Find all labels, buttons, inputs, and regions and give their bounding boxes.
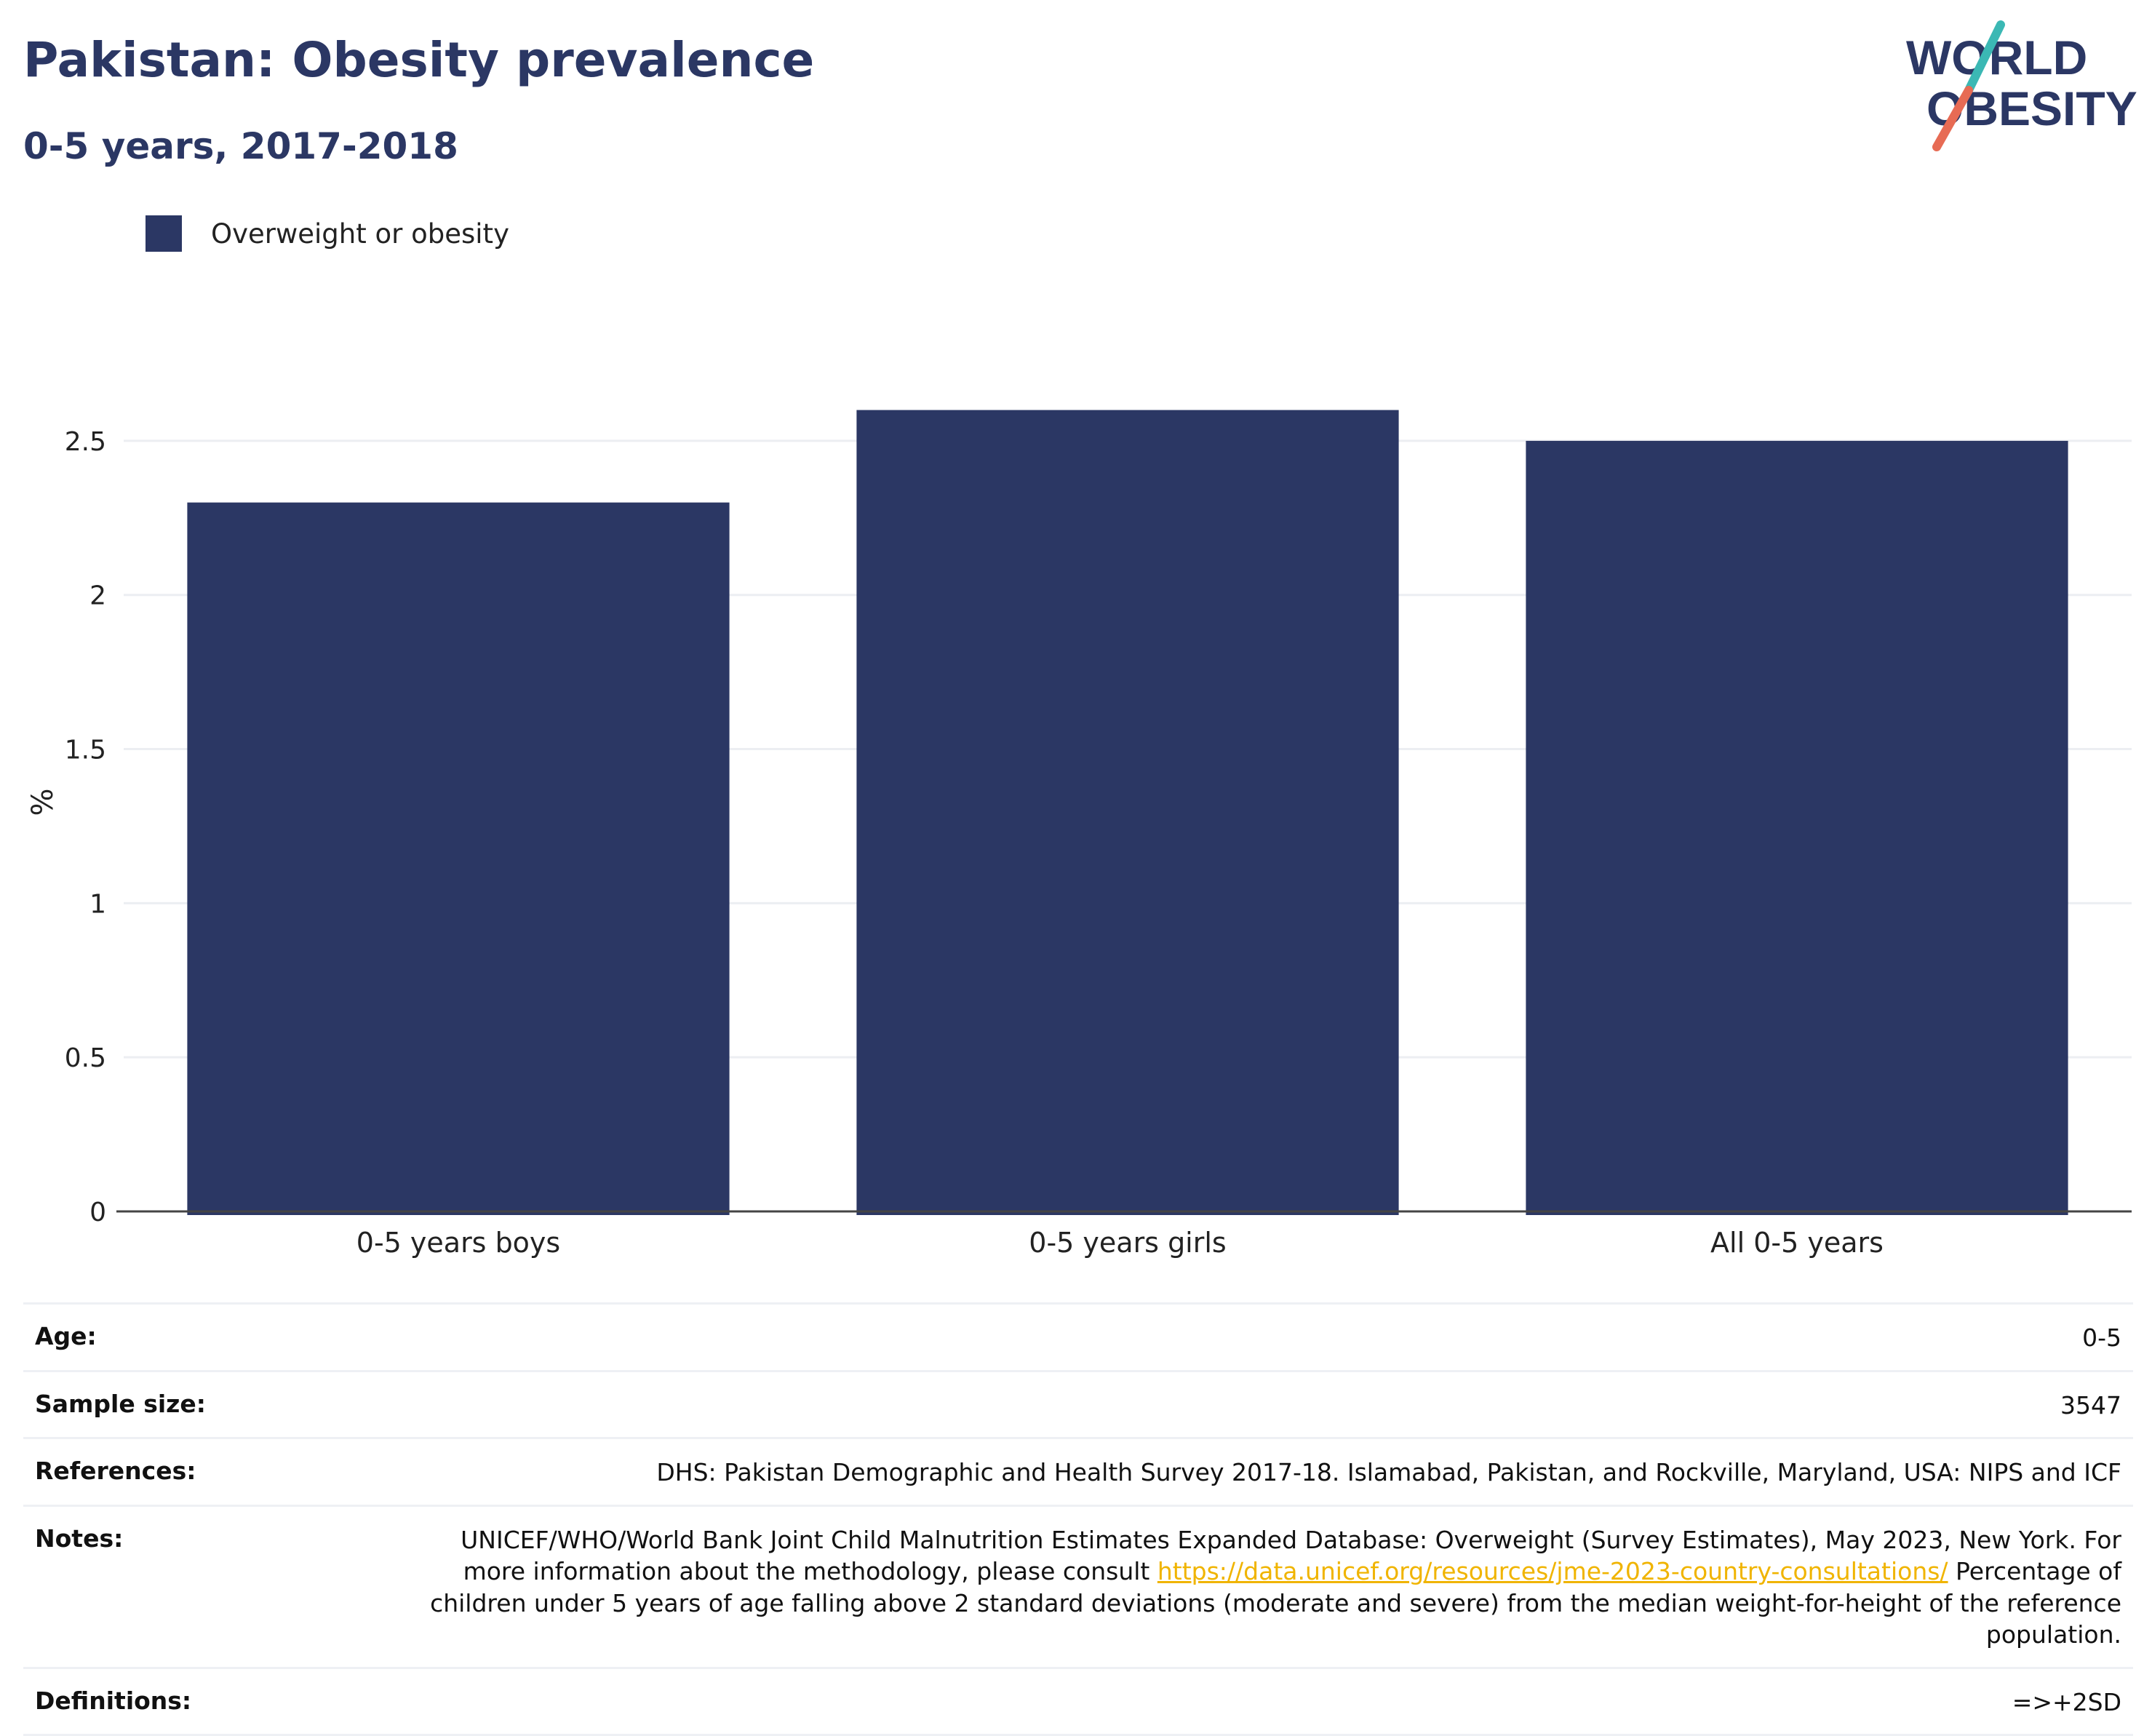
- x-tick-label: 0-5 years girls: [1029, 1227, 1226, 1259]
- y-tick-label: 1: [89, 889, 106, 919]
- bar: [187, 502, 730, 1215]
- y-tick-label: 2: [89, 581, 106, 611]
- meta-definitions-label: Definitions:: [35, 1686, 192, 1715]
- logo-slash-teal: [1964, 20, 2005, 95]
- legend-swatch: [146, 215, 182, 252]
- meta-age-label: Age:: [35, 1322, 97, 1350]
- meta-age-value: 0-5: [2082, 1323, 2121, 1352]
- legend[interactable]: Overweight or obesity: [146, 215, 509, 252]
- meta-row-references: References: DHS: Pakistan Demographic an…: [23, 1437, 2133, 1505]
- meta-row-definitions: Definitions: =>+2SD: [23, 1666, 2133, 1736]
- meta-references-label: References:: [35, 1457, 196, 1486]
- bar: [856, 410, 1399, 1216]
- meta-notes-text-2: Percentage of children under 5 years of …: [430, 1557, 2121, 1649]
- meta-row-notes: Notes: UNICEF/WHO/World Bank Joint Child…: [23, 1504, 2133, 1667]
- bar: [1526, 440, 2068, 1215]
- chart-subtitle: 0-5 years, 2017-2018: [23, 125, 458, 167]
- bar-chart: 0 0.5 1 1.5 2 2.5 0-5 years boys 0-5 years girl…: [26, 410, 2132, 1259]
- meta-definitions-value: =>+2SD: [2012, 1687, 2121, 1716]
- x-tick-label: 0-5 years boys: [356, 1227, 560, 1259]
- meta-notes-text-1: UNICEF/WHO/World Bank Joint Child Malnut…: [461, 1525, 2121, 1586]
- chart-title: Pakistan: Obesity prevalence: [23, 32, 815, 88]
- meta-sample-size-value: 3547: [2060, 1390, 2121, 1420]
- x-tick-label: All 0-5 years: [1710, 1227, 1884, 1259]
- world-obesity-logo: WORLD OBESITY: [1906, 20, 2137, 151]
- meta-row-sample-size: Sample size: 3547: [23, 1369, 2133, 1438]
- logo-slash-coral: [1932, 86, 1973, 151]
- meta-row-age: Age: 0-5: [23, 1302, 2133, 1370]
- meta-sample-size-label: Sample size:: [35, 1389, 206, 1418]
- y-tick-label: 2.5: [65, 427, 106, 457]
- meta-notes-value: UNICEF/WHO/World Bank Joint Child Malnut…: [412, 1524, 2121, 1651]
- y-axis-label: %: [26, 788, 60, 816]
- meta-references-value: DHS: Pakistan Demographic and Health Sur…: [656, 1458, 2121, 1487]
- y-tick-label: 0: [89, 1198, 106, 1227]
- meta-notes-label: Notes:: [35, 1524, 124, 1553]
- y-tick-label: 1.5: [65, 736, 106, 765]
- metadata-table: Age: 0-5 Sample size: 3547 References: D…: [23, 1302, 2133, 1736]
- y-tick-label: 0.5: [65, 1043, 106, 1073]
- methodology-link[interactable]: https://data.unicef.org/resources/jme-20…: [1157, 1557, 1948, 1586]
- legend-label: Overweight or obesity: [211, 218, 509, 250]
